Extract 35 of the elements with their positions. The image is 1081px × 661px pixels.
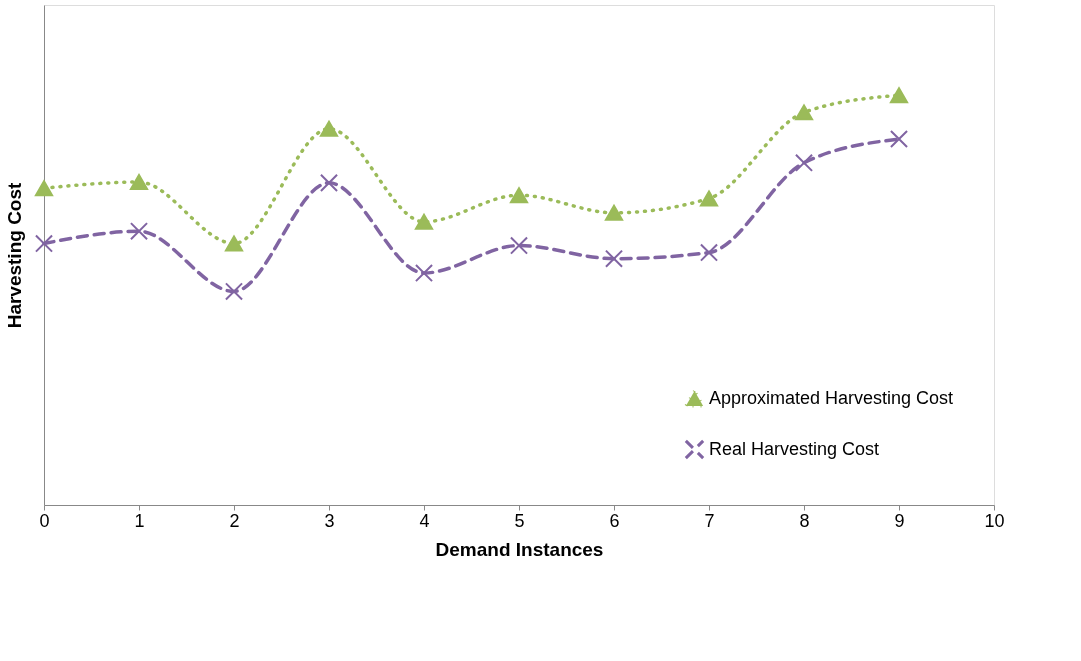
point xyxy=(34,180,54,197)
y-axis-title: Harvesting Cost xyxy=(3,181,25,329)
x-tick-label: 2 xyxy=(229,510,240,531)
x-axis-title: Demand Instances xyxy=(435,538,604,560)
x-tick-label: 10 xyxy=(984,510,1005,531)
legend-label: Approximated Harvesting Cost xyxy=(709,387,954,408)
point xyxy=(509,187,529,204)
point xyxy=(129,174,149,191)
point xyxy=(319,173,339,192)
point xyxy=(794,153,814,172)
point xyxy=(889,87,909,104)
legend-label: Real Harvesting Cost xyxy=(709,438,880,459)
point xyxy=(604,249,624,268)
x-tick-label: 8 xyxy=(799,510,810,531)
x-tick-label: 0 xyxy=(39,510,50,531)
point xyxy=(34,234,54,253)
point xyxy=(319,120,339,137)
x-tick-label: 9 xyxy=(894,510,905,531)
point xyxy=(794,104,814,121)
x-tick-label: 4 xyxy=(419,510,430,531)
point xyxy=(889,129,909,149)
point xyxy=(414,213,434,230)
point xyxy=(509,236,529,255)
point xyxy=(129,222,149,241)
point xyxy=(699,243,719,262)
x-tick-label: 1 xyxy=(134,510,145,531)
x-tick-label: 7 xyxy=(704,510,715,531)
point xyxy=(224,235,244,252)
point xyxy=(699,190,719,207)
point xyxy=(224,282,244,301)
x-tick-label: 6 xyxy=(609,510,620,531)
x-tick-label: 5 xyxy=(514,510,525,531)
x-tick-label: 3 xyxy=(324,510,335,531)
point xyxy=(604,204,624,221)
point xyxy=(414,263,434,283)
